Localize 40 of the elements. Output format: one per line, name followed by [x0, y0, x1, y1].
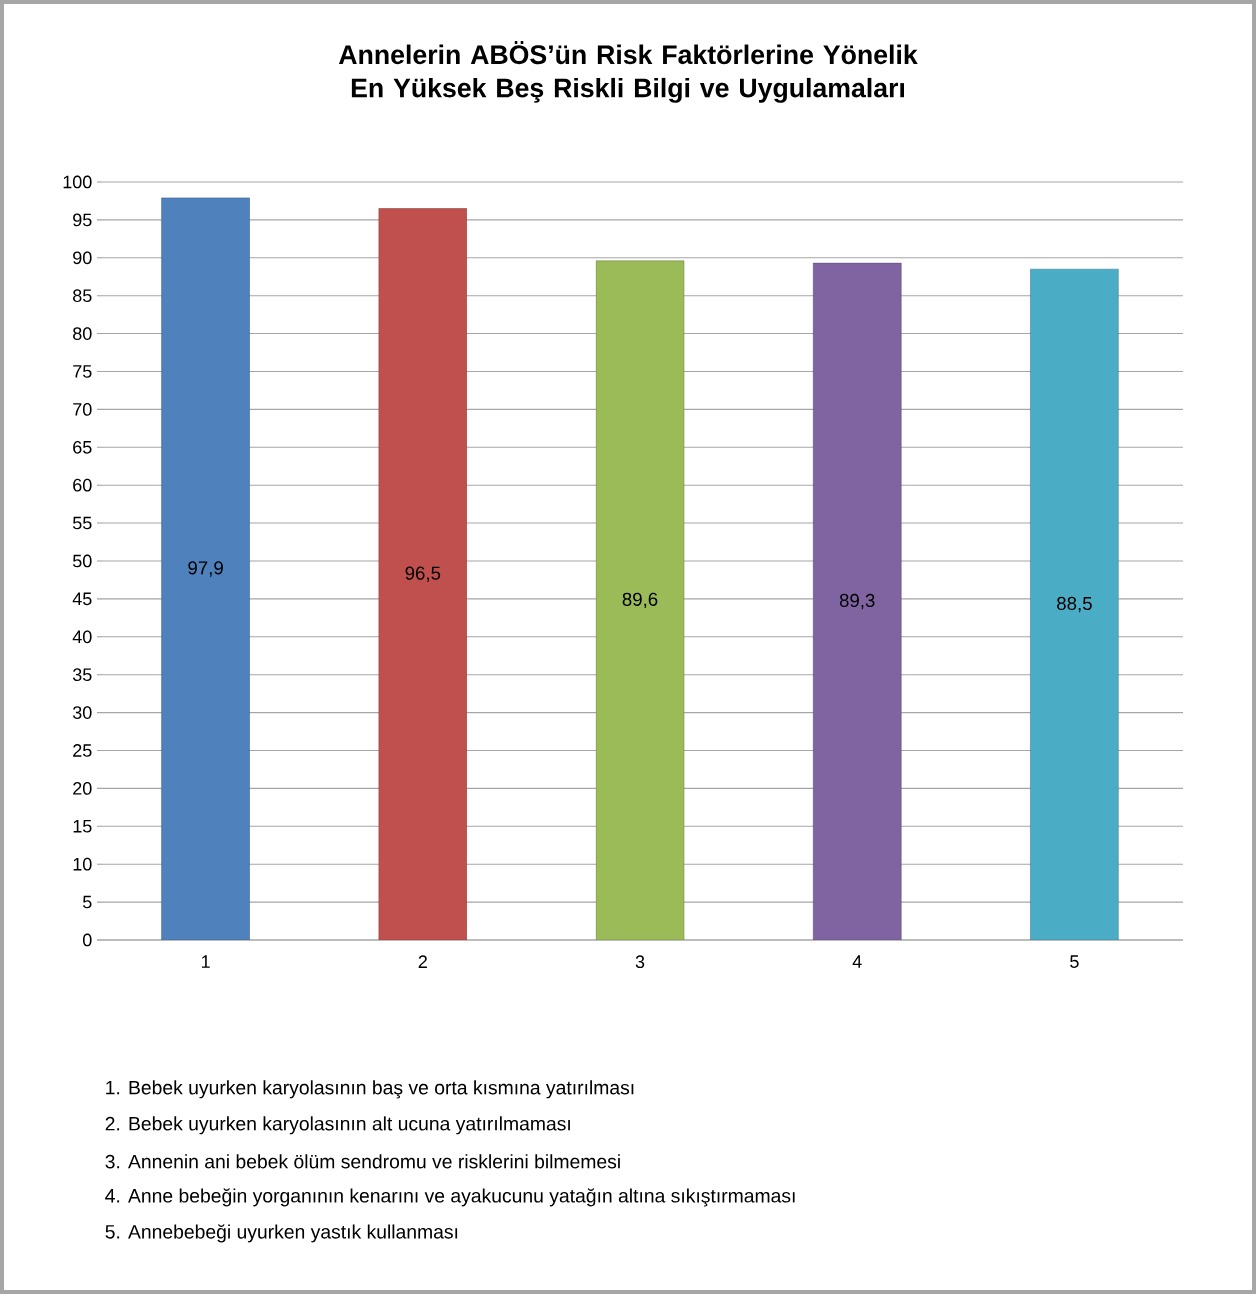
y-tick-label: 35 [72, 668, 92, 682]
y-tick-label: 70 [73, 403, 92, 416]
y-tick-label: 95 [73, 213, 92, 227]
y-tick-label: 10 [73, 857, 92, 871]
chart-title: Annelerin ABÖS’ün Risk Faktörlerine Yönelik En Yüksek Beş Riskli Bilgi ve Uygulamaları [338, 41, 918, 103]
y-tick-label: 100 [63, 175, 92, 189]
y-tick-label: 75 [73, 365, 92, 378]
text: 1. Bebek uyurken karyolasının baş ve orta kısmına yatırılması [106, 1080, 634, 1099]
x-tick-label: 4 [852, 955, 862, 968]
y-tick-label: 30 [72, 706, 92, 719]
y-tick-label: 5 [82, 895, 92, 909]
x-tick-label: 2 [418, 955, 427, 968]
bar [595, 260, 685, 940]
y-tick-label: 90 [73, 251, 92, 265]
y-tick-label: 55 [72, 516, 92, 530]
x-tick-label: 1 [201, 955, 210, 968]
y-tick-label: 0 [82, 933, 92, 947]
bar [812, 262, 902, 940]
y-tick-label: 20 [73, 782, 92, 795]
text: 2. Bebek uyurken karyolasının alt ucuna yatırılmaması [105, 1116, 570, 1135]
x-tick-label: 5 [1070, 955, 1079, 968]
data-label: 89,3 [839, 593, 875, 610]
y-tick-label: 80 [73, 327, 92, 340]
data-label: 89,6 [622, 592, 658, 609]
y-tick-label: 25 [73, 744, 92, 757]
y-tick-label: 45 [72, 592, 92, 606]
data-label: 96,5 [405, 566, 441, 582]
y-tick-label: 85 [73, 289, 92, 303]
text: 3. Annenin ani bebek ölüm sendromu ve risklerini bilmemesi [105, 1154, 620, 1169]
data-label: 88,5 [1057, 596, 1092, 613]
bar [161, 197, 250, 940]
text: 4. Anne bebeğin yorganının kenarını ve ayakucunu yatağın altına sıkıştırmaması [105, 1188, 795, 1207]
x-tick-label: 3 [635, 955, 645, 969]
text: 5. Annebebeği uyurken yastık kullanması [105, 1224, 458, 1243]
y-tick-label: 65 [73, 440, 92, 454]
data-label: 97,9 [188, 561, 223, 577]
y-tick-label: 40 [72, 630, 92, 644]
y-tick-label: 50 [72, 554, 92, 568]
y-tick-label: 15 [73, 820, 92, 833]
y-tick-label: 60 [73, 478, 92, 492]
